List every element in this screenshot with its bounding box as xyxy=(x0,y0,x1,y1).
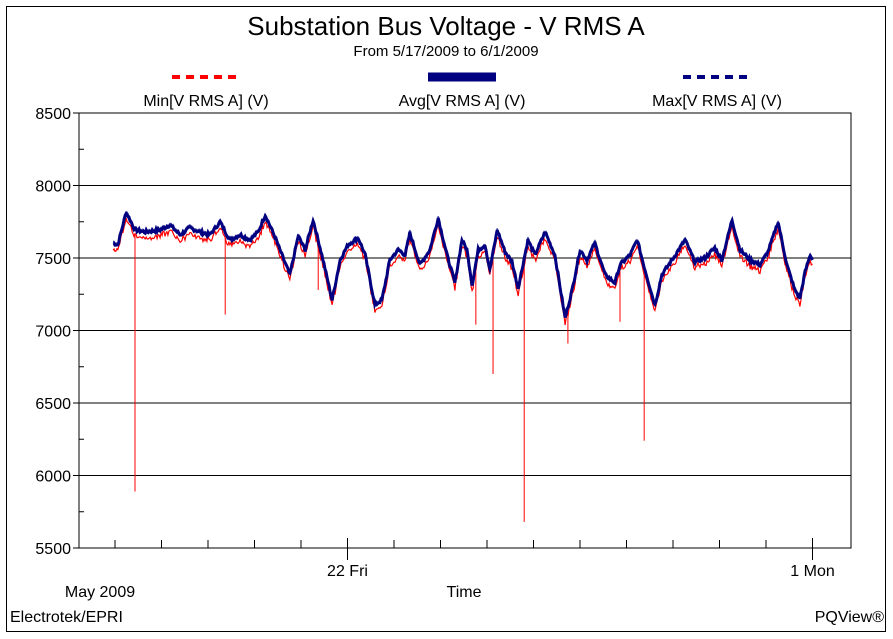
legend-label-avg: Avg[V RMS A] (V) xyxy=(399,93,526,110)
y-tick-label: 8500 xyxy=(35,106,71,123)
x-origin-label: May 2009 xyxy=(65,584,135,601)
x-axis-label: Time xyxy=(447,584,482,601)
grid xyxy=(79,185,851,476)
plot-area xyxy=(112,210,814,522)
y-tick-label: 5500 xyxy=(35,541,71,558)
footer-right: PQView® xyxy=(815,609,885,626)
legend-label-max: Max[V RMS A] (V) xyxy=(652,93,782,110)
x-tick-label: 1 Mon xyxy=(790,563,834,580)
legend: Min[V RMS A] (V) Avg[V RMS A] (V) Max[V RM… xyxy=(143,72,782,110)
axes: 5500 6000 6500 7000 7500 8000 8500 22 Fri 1 Mon xyxy=(35,106,834,580)
series-avg-line xyxy=(112,211,814,318)
footer-left: Electrotek/EPRI xyxy=(10,609,123,626)
y-tick-label: 7000 xyxy=(35,324,71,341)
chart-title: Substation Bus Voltage - V RMS A xyxy=(247,11,645,41)
y-tick-label: 6500 xyxy=(35,396,71,413)
x-tick-label: 22 Fri xyxy=(327,563,368,580)
outer-border xyxy=(6,6,886,632)
y-tick-label: 6000 xyxy=(35,469,71,486)
chart-subtitle: From 5/17/2009 to 6/1/2009 xyxy=(353,43,538,60)
y-tick-label: 7500 xyxy=(35,251,71,268)
legend-label-min: Min[V RMS A] (V) xyxy=(143,93,268,110)
series-min-line xyxy=(112,217,813,326)
y-tick-label: 8000 xyxy=(35,179,71,196)
